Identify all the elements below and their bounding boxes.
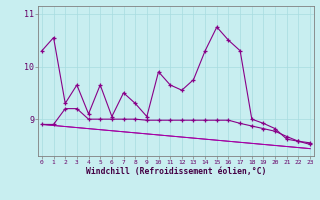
X-axis label: Windchill (Refroidissement éolien,°C): Windchill (Refroidissement éolien,°C): [86, 167, 266, 176]
